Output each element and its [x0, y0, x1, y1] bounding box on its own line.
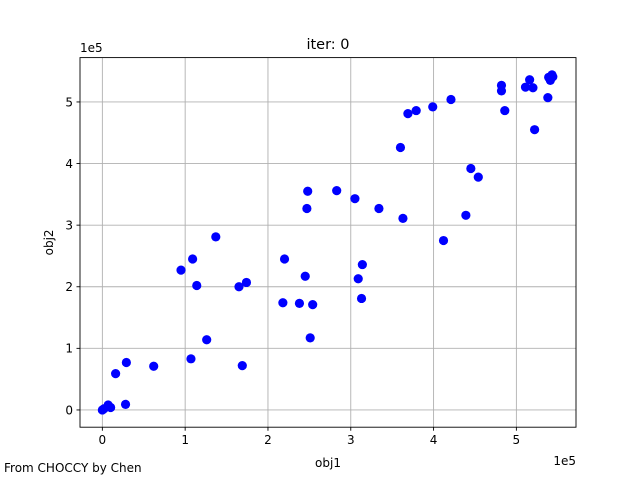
- x-axis-label: obj1: [315, 456, 341, 470]
- data-point: [305, 333, 315, 343]
- data-point: [120, 399, 131, 410]
- data-point: [438, 235, 449, 246]
- data-point: [374, 203, 384, 214]
- data-point: [357, 259, 367, 270]
- y-tick-label: 1: [65, 342, 73, 356]
- data-point: [411, 105, 421, 116]
- data-points: [97, 70, 558, 415]
- data-point: [496, 86, 507, 96]
- data-point: [279, 254, 290, 264]
- data-point: [525, 75, 535, 85]
- data-point: [548, 72, 558, 82]
- data-point: [428, 102, 438, 112]
- data-point: [543, 93, 553, 103]
- plot-frame: [79, 57, 577, 428]
- y-tick-label: 3: [65, 218, 73, 232]
- y-tick-label: 5: [65, 95, 73, 109]
- data-point: [473, 172, 483, 182]
- data-point: [395, 142, 406, 153]
- data-point: [332, 186, 342, 196]
- data-point: [278, 298, 288, 308]
- data-point: [176, 265, 186, 275]
- data-point: [149, 361, 159, 371]
- data-point: [302, 203, 312, 214]
- y-tick-label: 4: [65, 157, 73, 171]
- x-axis-multiplier: 1e5: [553, 454, 576, 468]
- data-point: [234, 282, 244, 292]
- data-point: [188, 254, 198, 264]
- data-point: [446, 94, 456, 105]
- y-axis-ticks: 0 1 2 3 4 5: [65, 95, 80, 417]
- x-tick-label: 0: [99, 433, 107, 447]
- data-point: [520, 82, 531, 92]
- data-point: [353, 274, 363, 284]
- data-point: [111, 369, 121, 379]
- data-point: [121, 357, 131, 368]
- y-tick-label: 0: [65, 403, 73, 417]
- y-tick-label: 2: [65, 280, 73, 294]
- data-point: [350, 194, 360, 204]
- x-tick-label: 2: [264, 433, 272, 447]
- data-point: [356, 293, 367, 304]
- data-point: [202, 335, 212, 345]
- data-point: [528, 83, 538, 93]
- x-tick-label: 5: [513, 433, 521, 447]
- data-point: [308, 300, 318, 310]
- chart-title: iter: 0: [306, 37, 349, 53]
- data-point: [241, 277, 252, 288]
- x-axis-ticks: 0 1 2 3 4 5: [99, 427, 521, 447]
- data-point: [403, 109, 413, 119]
- x-tick-label: 1: [181, 433, 189, 447]
- x-tick-label: 4: [430, 433, 438, 447]
- data-point: [211, 232, 221, 242]
- data-point: [237, 361, 247, 371]
- data-point: [466, 163, 476, 174]
- y-axis-multiplier: 1e5: [80, 41, 103, 55]
- data-point: [529, 125, 540, 135]
- data-point: [294, 298, 305, 308]
- grid-lines: [80, 57, 576, 428]
- data-point: [300, 271, 310, 281]
- y-axis-label: obj2: [42, 229, 56, 255]
- x-tick-label: 3: [347, 433, 355, 447]
- data-point: [106, 402, 116, 413]
- data-point: [303, 186, 313, 196]
- data-point: [461, 210, 471, 220]
- data-point: [500, 105, 510, 116]
- data-point: [192, 280, 202, 291]
- data-point: [186, 354, 196, 364]
- footer-credit: From CHOCCY by Chen: [4, 461, 142, 475]
- data-point: [398, 213, 408, 223]
